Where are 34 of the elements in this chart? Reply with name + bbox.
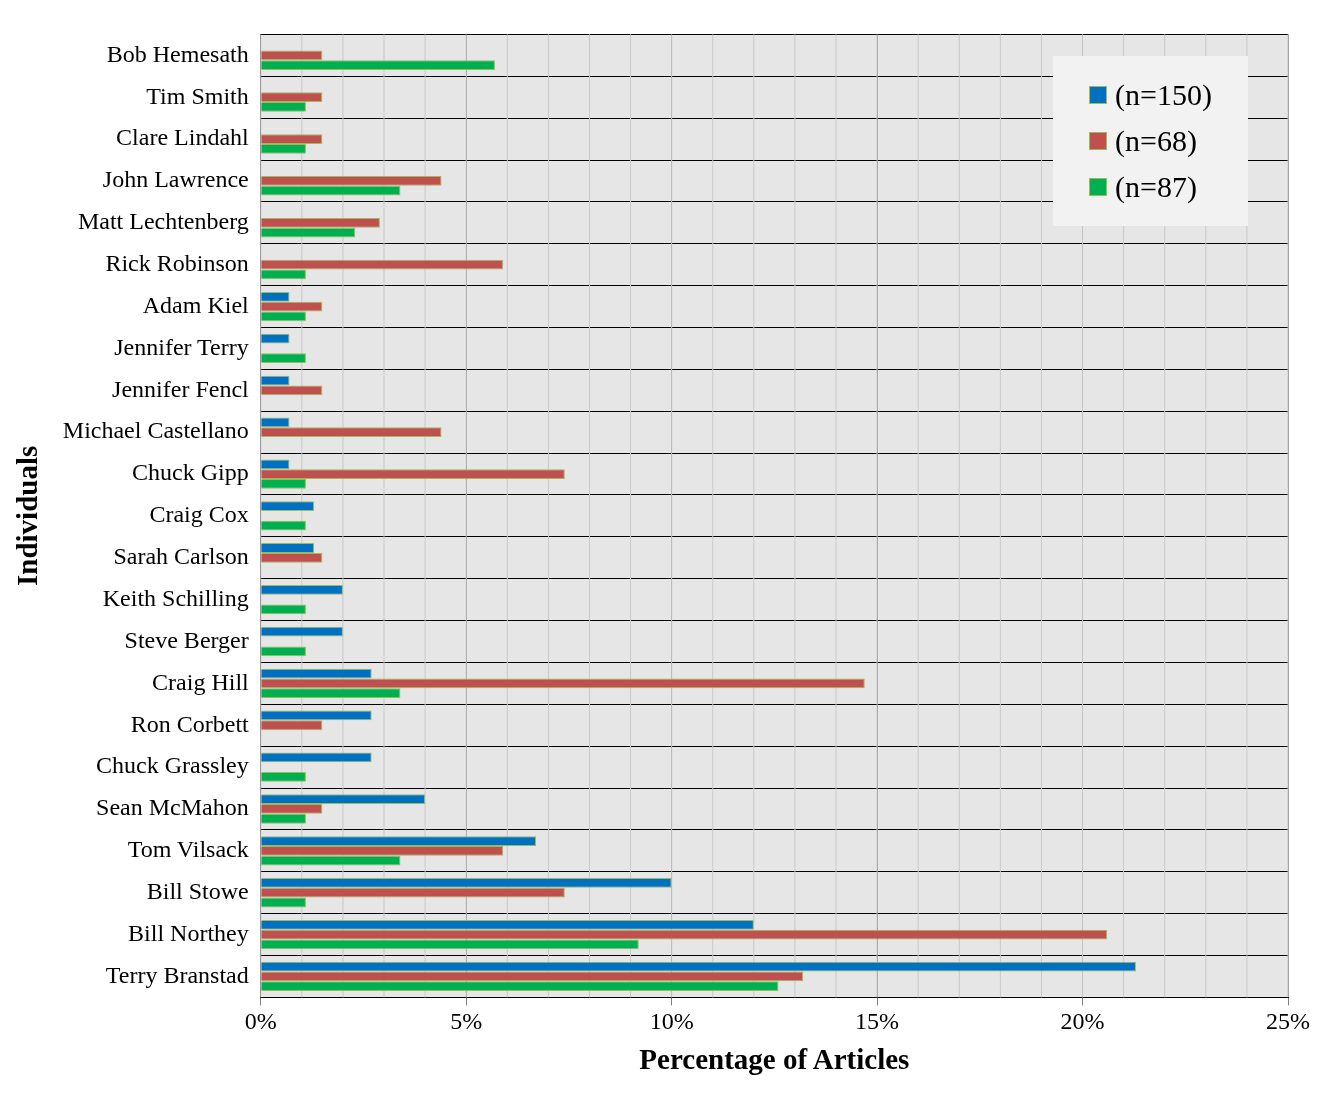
legend-label: (n=87) (1115, 170, 1197, 205)
y-tick-label: Tom Vilsack (127, 836, 249, 863)
y-tick-label: Ron Corbett (130, 710, 250, 737)
y-tick-label: Tim Smith (146, 82, 249, 109)
legend-label: (n=150) (1115, 78, 1212, 113)
y-tick-label: Matt Lechtenberg (77, 208, 249, 235)
x-tick-label: 5% (450, 1008, 483, 1035)
y-tick-label: Chuck Gipp (132, 459, 249, 486)
y-tick-label: Rick Robinson (105, 249, 249, 276)
legend-label: (n=68) (1115, 124, 1197, 159)
y-axis-title: Individuals (10, 445, 43, 587)
x-tick-label: 15% (855, 1008, 900, 1035)
y-tick-label: Adam Kiel (142, 291, 250, 318)
y-tick-label: John Lawrence (102, 166, 249, 193)
y-tick-label: Jennifer Terry (114, 333, 249, 360)
x-tick-label: 25% (1266, 1008, 1310, 1035)
y-tick-label: Craig Cox (149, 501, 249, 528)
y-tick-label: Bob Hemesath (106, 40, 249, 67)
y-tick-label: Clare Lindahl (116, 124, 250, 151)
x-tick-label: 0% (244, 1008, 277, 1035)
y-tick-label: Terry Branstad (105, 961, 249, 988)
y-tick-label: Bill Stowe (146, 878, 249, 905)
x-tick-label: 10% (649, 1008, 694, 1035)
y-tick-label: Craig Hill (152, 668, 250, 695)
y-tick-label: Steve Berger (124, 626, 249, 653)
y-tick-label: Sarah Carlson (113, 543, 249, 570)
x-axis-title: Percentage of Articles (639, 1043, 910, 1076)
y-tick-label: Bill Northey (128, 919, 249, 946)
y-tick-label: Jennifer Fencl (112, 375, 250, 402)
y-tick-label: Chuck Grassley (96, 752, 249, 779)
y-tick-label: Keith Schilling (102, 584, 249, 611)
x-tick-label: 20% (1060, 1008, 1105, 1035)
y-tick-label: Michael Castellano (62, 417, 249, 444)
y-tick-label: Sean McMahon (96, 794, 249, 821)
